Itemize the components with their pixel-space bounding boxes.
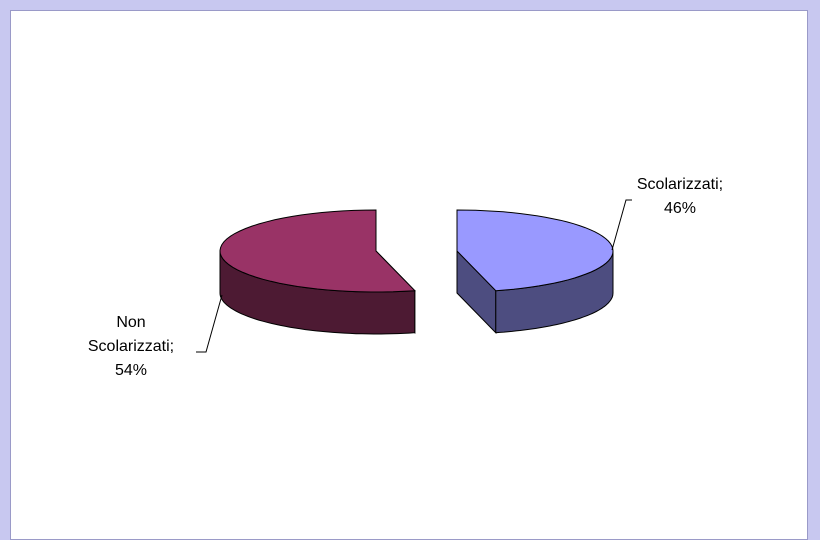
slice-top (219, 209, 416, 293)
slice-top (456, 209, 614, 292)
leader-line (611, 199, 632, 251)
chart-area (10, 10, 808, 540)
data-label: Non Scolarizzati; 54% (87, 314, 175, 379)
leader-line (196, 294, 223, 353)
data-label: Scolarizzati; 46% (636, 176, 724, 217)
